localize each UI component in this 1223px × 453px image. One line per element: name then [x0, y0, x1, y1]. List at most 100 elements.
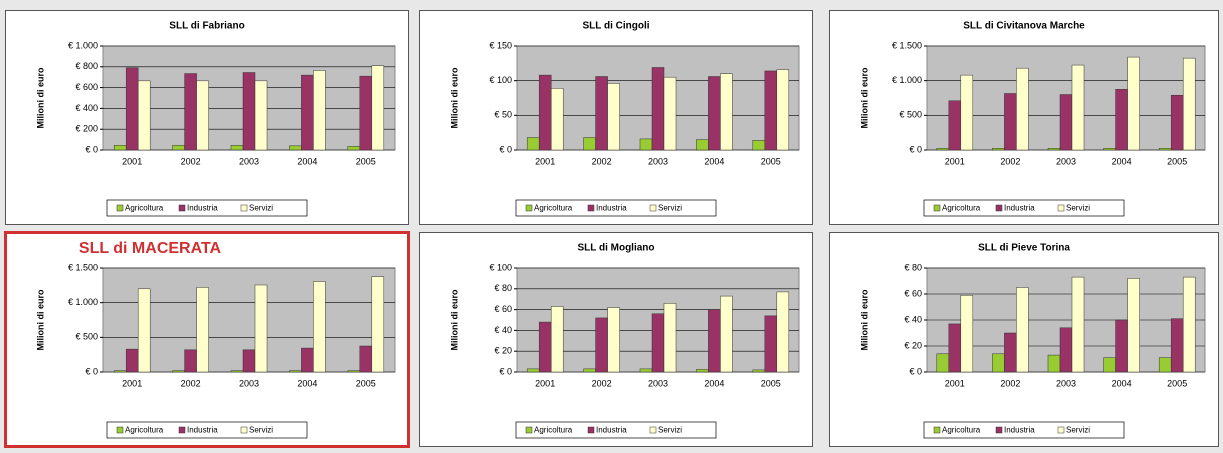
- x-tick-label: 2005: [761, 156, 781, 166]
- y-axis-label: Milioni di euro: [449, 67, 459, 128]
- bar: [651, 67, 665, 151]
- legend-label: Agricoltura: [125, 204, 164, 213]
- bar: [550, 88, 564, 151]
- bar: [301, 347, 314, 373]
- x-tick-label: 2003: [239, 156, 259, 166]
- bar: [242, 349, 256, 373]
- x-tick-label: 2002: [592, 156, 612, 166]
- chart-title: SLL di Cingoli: [582, 21, 649, 32]
- bar: [1158, 357, 1172, 373]
- bar: [1059, 94, 1073, 151]
- legend-label: Servizi: [1066, 204, 1090, 213]
- bar: [371, 65, 385, 151]
- bar: [113, 370, 127, 373]
- bar: [595, 317, 608, 373]
- x-tick-label: 2003: [648, 378, 668, 388]
- bar: [992, 148, 1005, 151]
- x-tick-label: 2005: [1167, 378, 1187, 388]
- y-tick-label: € 0: [499, 144, 512, 154]
- legend: [923, 421, 1125, 439]
- bar: [550, 306, 564, 373]
- bar: [1004, 332, 1017, 373]
- x-tick-label: 2001: [945, 156, 965, 166]
- bar: [639, 368, 653, 373]
- bar: [696, 369, 709, 373]
- chart-title: SLL di MACERATA: [79, 240, 222, 257]
- y-tick-label: € 0: [909, 144, 922, 154]
- bar: [663, 303, 677, 373]
- x-tick-label: 2004: [297, 378, 317, 388]
- legend-swatch: [995, 204, 1003, 212]
- y-tick-label: € 400: [75, 103, 98, 113]
- legend-swatch: [178, 204, 186, 212]
- x-tick-label: 2001: [535, 378, 555, 388]
- x-tick-label: 2004: [297, 156, 317, 166]
- bar: [196, 287, 209, 373]
- bar: [196, 80, 209, 151]
- bar: [1071, 64, 1085, 151]
- legend-swatch: [933, 204, 941, 212]
- bar: [583, 137, 596, 151]
- bar: [948, 323, 962, 373]
- x-tick-label: 2001: [945, 378, 965, 388]
- legend-label: Industria: [187, 426, 218, 435]
- x-tick-label: 2002: [592, 378, 612, 388]
- x-tick-label: 2003: [239, 378, 259, 388]
- bar: [313, 281, 326, 373]
- legend-label: Servizi: [249, 204, 273, 213]
- chart-title: SLL di Civitanova Marche: [963, 21, 1085, 32]
- bar: [1071, 276, 1085, 373]
- y-tick-label: € 80: [904, 262, 922, 272]
- bar: [254, 284, 268, 373]
- legend-label: Servizi: [658, 204, 682, 213]
- chart-title: SLL di Pieve Torina: [978, 243, 1070, 254]
- bar: [639, 138, 653, 151]
- y-tick-label: € 0: [85, 144, 98, 154]
- bar: [137, 288, 151, 373]
- bar: [720, 73, 733, 151]
- bar: [1047, 148, 1061, 151]
- bar: [936, 353, 950, 373]
- bar: [752, 140, 766, 151]
- x-tick-label: 2001: [122, 156, 142, 166]
- y-tick-label: € 500: [899, 110, 922, 120]
- bar: [125, 67, 139, 151]
- bar: [1182, 276, 1196, 373]
- legend-swatch: [525, 204, 533, 212]
- bar: [1182, 57, 1196, 151]
- y-axis-label: Milioni di euro: [859, 67, 869, 128]
- bar: [184, 349, 197, 373]
- y-tick-label: € 600: [75, 82, 98, 92]
- y-tick-label: € 1.500: [892, 40, 922, 50]
- bar: [359, 345, 373, 373]
- legend: [106, 199, 308, 217]
- y-axis-label: Milioni di euro: [449, 289, 459, 350]
- bar: [696, 139, 709, 151]
- legend-label: Agricoltura: [942, 204, 981, 213]
- bar: [1170, 318, 1184, 373]
- legend: [923, 199, 1125, 217]
- bar: [1115, 319, 1128, 373]
- x-tick-label: 2001: [535, 156, 555, 166]
- bar: [289, 145, 302, 151]
- bar: [960, 74, 974, 151]
- legend-label: Agricoltura: [125, 426, 164, 435]
- legend-label: Servizi: [1066, 426, 1090, 435]
- legend-swatch: [649, 204, 657, 212]
- bar: [172, 145, 185, 151]
- bar: [538, 321, 552, 373]
- legend: [515, 421, 717, 439]
- bar: [960, 295, 974, 373]
- bar: [1059, 327, 1073, 373]
- legend-swatch: [649, 426, 657, 434]
- legend-label: Servizi: [249, 426, 273, 435]
- chart-title: SLL di Fabriano: [169, 21, 244, 32]
- y-tick-label: € 200: [75, 124, 98, 134]
- y-tick-label: € 0: [499, 366, 512, 376]
- y-tick-label: € 100: [489, 75, 512, 85]
- bar: [764, 70, 778, 151]
- x-tick-label: 2002: [1000, 156, 1020, 166]
- x-tick-label: 2005: [356, 156, 376, 166]
- bar: [230, 370, 244, 373]
